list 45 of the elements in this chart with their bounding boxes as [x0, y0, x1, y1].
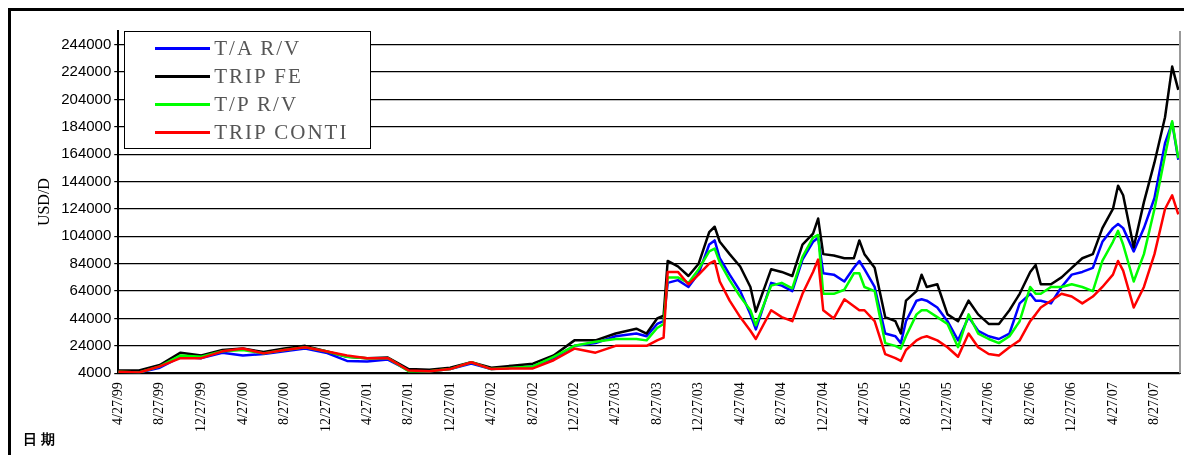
x-tick-label: 4/27/00	[234, 382, 250, 425]
x-axis-title: 日期	[23, 431, 59, 449]
x-tick-label: 12/27/01	[441, 382, 457, 432]
x-tick-label: 8/27/06	[1021, 382, 1037, 425]
x-tick-label: 12/27/06	[1063, 382, 1079, 432]
legend-label: T/A R/V	[214, 35, 302, 62]
x-tick-label: 4/27/02	[483, 382, 499, 425]
x-tick-label: 12/27/99	[192, 382, 208, 432]
x-tick-label: 4/27/07	[1104, 382, 1120, 425]
legend-label: T/P R/V	[214, 91, 299, 118]
x-tick-label: 4/27/05	[856, 382, 872, 425]
x-tick-label: 12/27/03	[690, 382, 706, 432]
x-tick-label: 8/27/01	[400, 382, 416, 425]
y-tick-label: 184000	[61, 116, 112, 134]
y-axis-title: USD/D	[34, 178, 52, 227]
x-tick-label: 12/27/00	[317, 382, 333, 432]
y-tick-label: 204000	[61, 89, 112, 107]
y-tick-label: 224000	[61, 62, 112, 80]
y-tick-label: 164000	[61, 144, 112, 162]
legend-label: TRIP FE	[214, 63, 303, 90]
y-tick-label: 124000	[61, 199, 112, 217]
x-tick-label: 8/27/99	[151, 382, 167, 425]
x-tick-label: 8/27/02	[524, 382, 540, 425]
x-tick-label: 8/27/03	[648, 382, 664, 425]
y-tick-label: 144000	[61, 171, 112, 189]
y-tick-label: 24000	[69, 335, 112, 353]
x-tick-label: 8/27/04	[773, 382, 789, 425]
x-tick-label: 4/27/03	[607, 382, 623, 425]
x-tick-label: 4/27/06	[980, 382, 996, 425]
x-tick-label: 12/27/05	[939, 382, 955, 432]
x-tick-label: 4/27/99	[109, 382, 125, 425]
legend-label: TRIP CONTI	[214, 119, 349, 146]
x-tick-label: 4/27/01	[358, 382, 374, 425]
x-tick-label: 12/27/04	[814, 382, 830, 432]
y-tick-label: 84000	[69, 253, 112, 271]
y-tick-label: 64000	[69, 281, 112, 299]
x-tick-label: 8/27/00	[276, 382, 292, 425]
y-tick-label: 4000	[77, 363, 112, 381]
x-tick-label: 4/27/04	[731, 382, 747, 425]
x-tick-label: 12/27/02	[566, 382, 582, 432]
y-tick-label: 44000	[69, 308, 112, 326]
x-tick-label: 8/27/07	[1146, 382, 1162, 425]
y-tick-label: 104000	[61, 226, 112, 244]
y-tick-label: 244000	[61, 34, 112, 52]
x-tick-label: 8/27/05	[897, 382, 913, 425]
